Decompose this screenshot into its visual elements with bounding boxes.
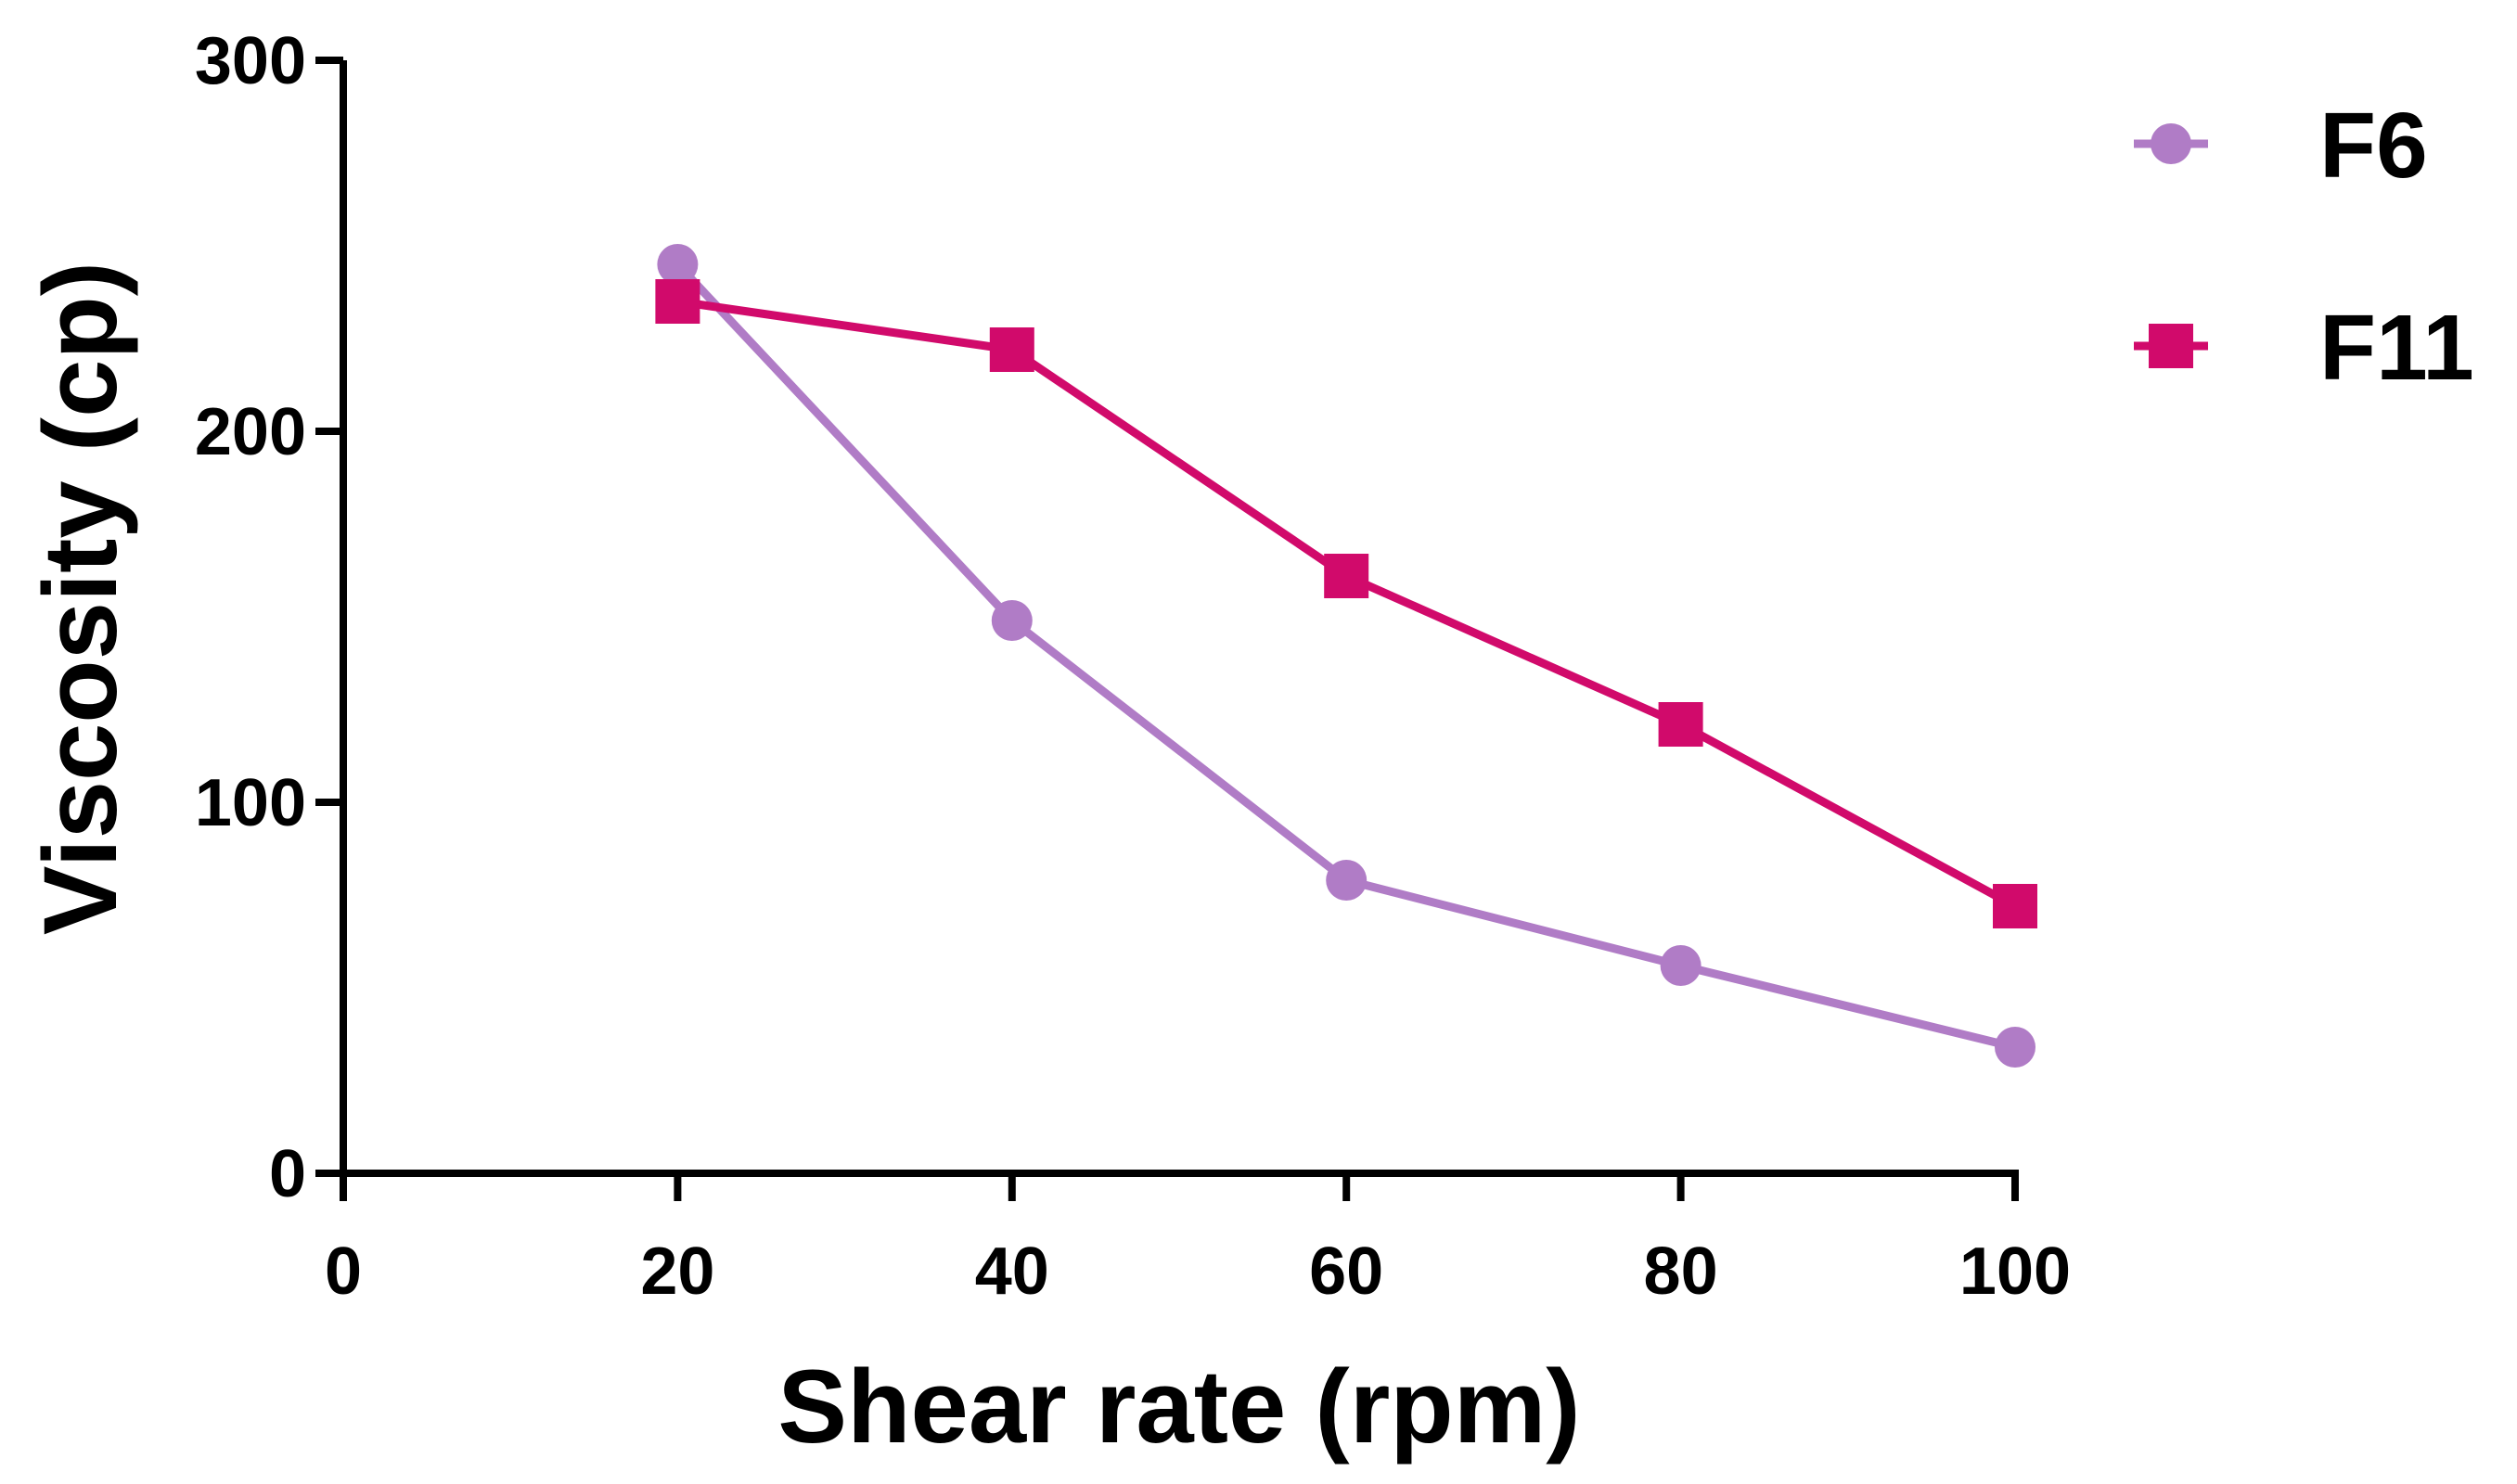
data-point [1324, 554, 1369, 598]
x-tick-label: 80 [1644, 1235, 1718, 1309]
legend-item-f11: F11 [2134, 296, 2474, 400]
series-f11 [655, 279, 2037, 928]
y-tick-label: 0 [269, 1137, 306, 1211]
data-point [657, 244, 699, 285]
legend-item-f6: F6 [2134, 94, 2428, 198]
x-tick-label: 40 [975, 1235, 1049, 1309]
data-point [1993, 884, 2037, 928]
data-point [1658, 702, 1703, 747]
data-point [1995, 1027, 2035, 1068]
legend-marker [2151, 123, 2191, 164]
data-point [989, 327, 1034, 372]
y-tick-label: 100 [195, 766, 306, 840]
x-tick-label: 0 [325, 1235, 362, 1309]
y-axis-title: Viscosity (cp) [22, 262, 138, 935]
x-axis-title: Shear rate (rpm) [777, 1349, 1580, 1465]
x-tick-label: 20 [640, 1235, 714, 1309]
legend-label: F11 [2319, 296, 2474, 400]
data-point [991, 600, 1033, 641]
series-f6 [657, 244, 2035, 1068]
legend-marker [2149, 324, 2193, 368]
legend-label: F6 [2319, 94, 2428, 198]
series-line [674, 261, 2017, 1052]
y-tick-label: 200 [195, 395, 306, 469]
y-tick-label: 300 [195, 24, 306, 98]
series-line [676, 297, 2018, 910]
x-tick-label: 60 [1309, 1235, 1383, 1309]
data-point [655, 279, 700, 324]
legend: F6 F11 [2134, 94, 2474, 400]
axes: 0 100 200 300 0 20 40 60 80 100 [195, 24, 2071, 1309]
data-point [1326, 860, 1368, 901]
x-tick-label: 100 [1959, 1235, 2071, 1309]
series-layer [655, 244, 2037, 1068]
data-point [1660, 945, 1702, 986]
